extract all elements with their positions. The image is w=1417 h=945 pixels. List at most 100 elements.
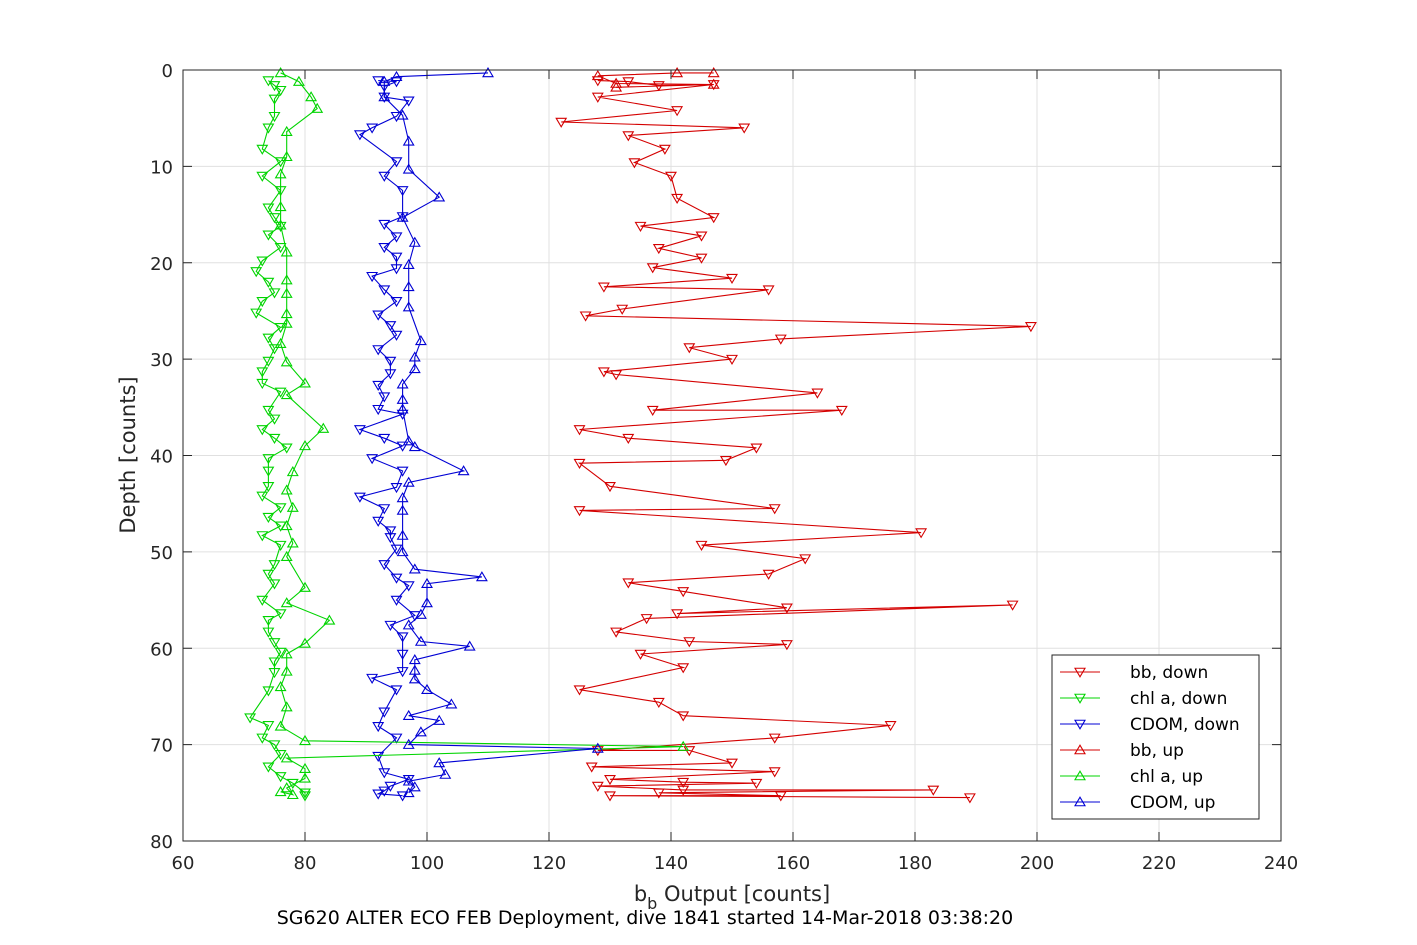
legend-label: chl a, down — [1130, 689, 1227, 709]
data-point — [726, 758, 738, 769]
data-point — [268, 740, 281, 751]
y-axis-label: Depth [counts] — [116, 376, 140, 533]
data-point — [372, 789, 385, 800]
data-point — [719, 456, 732, 467]
data-point — [372, 310, 385, 321]
data-point — [274, 323, 287, 334]
data-point — [299, 377, 311, 388]
data-point — [262, 277, 275, 288]
data-point — [250, 267, 263, 278]
data-point — [475, 571, 488, 582]
data-point — [299, 791, 311, 802]
data-point — [927, 785, 940, 796]
data-point — [286, 537, 299, 548]
series-4 — [274, 67, 690, 800]
data-point — [610, 627, 623, 638]
data-point — [780, 640, 793, 651]
data-point — [378, 219, 391, 231]
legend-swatch-marker — [1074, 667, 1086, 678]
data-point — [622, 131, 635, 142]
data-point — [396, 492, 409, 503]
data-point — [1006, 600, 1019, 611]
data-point — [683, 746, 696, 757]
data-point — [622, 578, 635, 589]
series-line — [249, 80, 306, 796]
data-point — [408, 440, 421, 452]
data-point — [372, 516, 385, 527]
x-tick-label: 100 — [410, 853, 444, 874]
data-point — [414, 635, 427, 646]
data-point — [274, 749, 287, 761]
data-point — [402, 581, 415, 592]
data-point — [378, 707, 391, 718]
data-point — [610, 77, 623, 88]
data-point — [726, 354, 738, 365]
data-point — [286, 466, 299, 477]
data-point — [396, 403, 409, 414]
data-point — [658, 144, 671, 155]
data-point — [780, 603, 793, 614]
data-point — [591, 76, 604, 87]
data-point — [378, 392, 391, 403]
data-point — [378, 91, 391, 102]
legend-entry: chl a, up — [1060, 767, 1203, 787]
data-point — [268, 579, 281, 590]
data-point — [604, 791, 616, 802]
data-point — [408, 563, 421, 574]
data-point — [610, 81, 623, 92]
data-point — [750, 778, 763, 790]
data-point — [274, 67, 287, 78]
data-point — [390, 252, 403, 263]
legend-label: CDOM, up — [1130, 793, 1215, 813]
data-point — [396, 632, 409, 643]
data-point — [262, 454, 275, 465]
data-point — [402, 135, 415, 146]
data-point — [835, 405, 848, 417]
data-point — [378, 171, 391, 182]
data-point — [555, 117, 568, 128]
data-point — [384, 356, 397, 367]
data-point — [433, 191, 446, 202]
data-point — [390, 573, 403, 584]
data-point — [408, 362, 421, 374]
data-point — [280, 274, 293, 285]
data-point — [256, 367, 269, 378]
x-tick-label: 80 — [294, 853, 317, 874]
data-point — [408, 236, 421, 247]
x-tick-label: 180 — [898, 853, 932, 874]
data-point — [262, 76, 275, 87]
data-point — [597, 282, 610, 293]
legend-entry: chl a, down — [1060, 689, 1227, 709]
data-point — [305, 91, 318, 102]
data-point — [262, 203, 275, 214]
data-point — [573, 458, 586, 470]
data-point — [268, 414, 281, 425]
data-point — [396, 546, 409, 557]
data-point — [262, 569, 275, 580]
data-point — [280, 356, 293, 367]
data-point — [604, 775, 616, 786]
data-point — [396, 378, 409, 389]
series-5 — [378, 67, 604, 798]
data-point — [262, 482, 275, 493]
data-point — [311, 102, 324, 113]
data-point — [262, 616, 275, 627]
data-point — [262, 721, 275, 732]
data-point — [384, 781, 397, 792]
data-point — [579, 311, 592, 322]
data-point — [695, 253, 708, 264]
x-tick-label: 160 — [776, 853, 810, 874]
data-point — [286, 501, 299, 512]
data-point — [299, 788, 311, 799]
data-point — [402, 775, 415, 786]
data-point — [408, 673, 421, 684]
data-point — [768, 504, 781, 515]
data-point — [378, 243, 391, 254]
data-point — [390, 733, 403, 744]
data-point — [585, 762, 598, 773]
data-point — [671, 609, 684, 620]
data-point — [433, 757, 446, 768]
data-point — [299, 440, 311, 451]
data-point — [256, 425, 269, 436]
data-point — [274, 609, 287, 620]
